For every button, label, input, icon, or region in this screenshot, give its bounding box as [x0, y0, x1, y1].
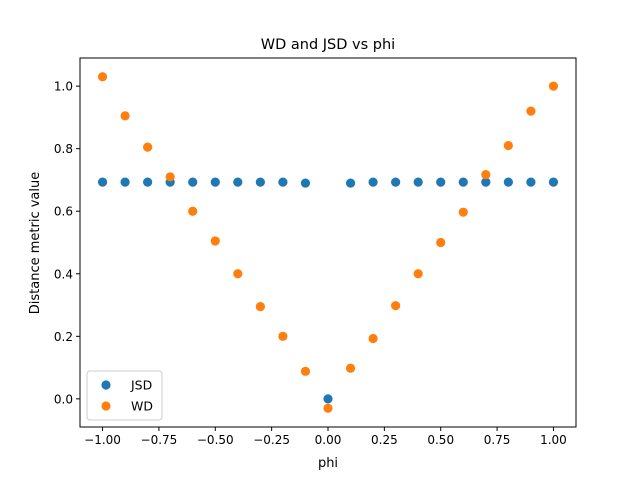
jsd-point	[503, 177, 513, 187]
wd-point	[526, 106, 536, 116]
x-tick-label: 0.50	[427, 433, 454, 447]
x-tick-label: −0.25	[253, 433, 290, 447]
jsd-point	[300, 178, 311, 188]
jsd-point	[143, 177, 153, 187]
x-tick-label: −0.75	[141, 433, 178, 447]
jsd-point	[255, 177, 265, 187]
jsd-point	[413, 177, 423, 187]
wd-point	[503, 140, 513, 151]
wd-point	[233, 269, 243, 279]
jsd-point	[278, 177, 288, 187]
wd-point	[345, 363, 356, 373]
wd-point	[210, 236, 220, 246]
x-tick-label: 0.75	[484, 433, 511, 447]
legend: JSD WD	[86, 370, 163, 421]
wd-point	[436, 237, 446, 248]
wd-point	[165, 172, 175, 182]
jsd-point	[481, 177, 491, 187]
jsd-point	[120, 177, 130, 187]
jsd-point	[526, 177, 536, 187]
jsd-point	[345, 178, 356, 188]
y-tick-label: 1.0	[54, 80, 73, 94]
jsd-point	[436, 177, 446, 187]
jsd-point	[458, 177, 468, 187]
x-tick-label: 1.00	[540, 433, 567, 447]
x-tick-label: 0.00	[315, 433, 342, 447]
legend-label-jsd: JSD	[130, 378, 152, 393]
y-tick-label: 0.8	[54, 142, 73, 156]
legend-marker-jsd	[101, 380, 111, 390]
chart-title: WD and JSD vs phi	[261, 37, 395, 53]
x-axis: −1.00 −0.75 −0.50 −0.25 0.00 0.25 0.50 0.75 1.00	[84, 427, 567, 447]
jsd-point	[188, 177, 198, 187]
jsd-point	[323, 394, 333, 404]
y-tick-label: 0.2	[54, 330, 73, 344]
wd-point	[143, 142, 153, 152]
jsd-point	[391, 177, 401, 187]
x-axis-label: phi	[318, 456, 338, 471]
wd-point	[300, 366, 311, 376]
jsd-point	[368, 177, 378, 187]
jsd-point	[210, 177, 220, 187]
wd-point	[188, 206, 198, 216]
y-tick-label: 0.4	[54, 267, 73, 281]
wd-point	[481, 170, 491, 180]
wd-point	[255, 302, 265, 312]
wd-point	[548, 81, 559, 91]
jsd-point	[97, 177, 108, 187]
wd-point	[97, 72, 108, 82]
series-jsd	[97, 177, 559, 404]
jsd-point	[548, 177, 559, 187]
wd-point	[323, 403, 333, 413]
series-wd	[97, 72, 559, 413]
y-axis-label: Distance metric value	[28, 172, 43, 314]
x-tick-label: 0.25	[371, 433, 398, 447]
plot-area	[97, 72, 559, 413]
wd-point	[391, 301, 401, 311]
wd-point	[413, 269, 423, 279]
wd-point	[458, 207, 468, 217]
y-tick-label: 0.6	[54, 205, 73, 219]
legend-label-wd: WD	[131, 399, 153, 414]
wd-point	[120, 111, 130, 121]
legend-marker-wd	[101, 401, 111, 411]
wd-point	[278, 331, 288, 341]
y-axis: 0.0 0.2 0.4 0.6 0.8 1.0	[54, 80, 80, 406]
wd-point	[368, 333, 378, 344]
x-tick-label: −1.00	[84, 433, 121, 447]
x-tick-label: −0.50	[197, 433, 234, 447]
jsd-point	[233, 177, 243, 187]
y-tick-label: 0.0	[54, 392, 73, 406]
